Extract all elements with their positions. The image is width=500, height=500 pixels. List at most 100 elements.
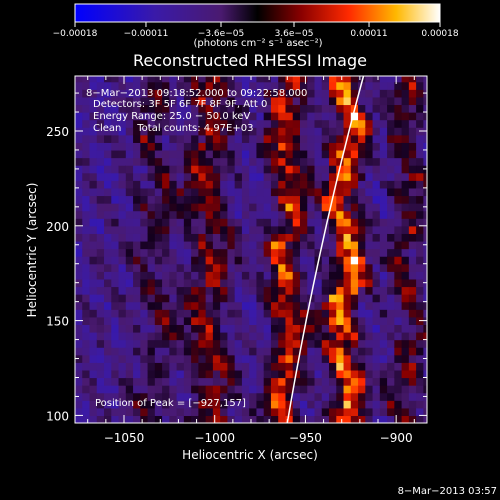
heatmap-cell [401,210,410,219]
heatmap-cell [329,324,337,333]
heatmap-cell [416,301,424,310]
heatmap-cell [358,347,366,356]
heatmap-cell [249,362,258,371]
heatmap-cell [133,385,141,394]
heatmap-cell [227,89,236,98]
heatmap-cell [336,415,345,423]
heatmap-cell [198,392,207,401]
heatmap-cell [365,331,374,341]
heatmap-cell [140,210,149,219]
heatmap-cell [263,385,272,394]
heatmap-cell [212,104,221,113]
heatmap-cell [292,203,301,212]
heatmap-cell [343,400,352,409]
heatmap-cell [234,316,243,325]
heatmap-cell [314,225,323,234]
heatmap-cell [401,240,410,250]
heatmap-cell [212,263,221,272]
heatmap-cell [423,104,427,113]
heatmap-cell [241,400,250,409]
heatmap-cell [212,248,221,257]
heatmap-cell [104,256,112,265]
heatmap-cell [154,354,163,363]
heatmap-cell [82,187,91,197]
heatmap-cell [423,218,427,227]
heatmap-cell [256,119,265,128]
heatmap-cell [321,324,330,333]
colorbar-tick-label: −0.00011 [124,29,169,39]
heatmap-cell [270,248,279,257]
heatmap-cell [270,324,279,333]
heatmap-cell [292,248,301,257]
heatmap-cell [416,225,424,234]
heatmap-cell [285,134,294,143]
heatmap-cell [75,407,83,417]
heatmap-cell [118,81,127,90]
heatmap-cell [285,331,294,341]
heatmap-cell [372,362,381,371]
heatmap-cell [104,309,112,318]
heatmap-cell [96,233,105,242]
heatmap-cell [379,278,388,288]
heatmap-cell [191,385,199,394]
heatmap-cell [372,248,381,257]
heatmap-cell [205,119,214,128]
heatmap-cell [365,180,374,189]
heatmap-cell [75,112,83,121]
heatmap-cell [336,271,345,280]
heatmap-cell [111,248,120,257]
heatmap-cell [154,256,163,265]
heatmap-cell [125,377,134,386]
heatmap-cell [183,187,192,197]
heatmap-cell [249,210,258,219]
heatmap-cell [118,377,127,386]
heatmap-cell [249,331,258,341]
heatmap-cell [394,347,403,356]
heatmap-cell [307,392,316,401]
heatmap-cell [227,339,236,348]
heatmap-cell [379,104,388,113]
heatmap-cell [111,377,120,386]
heatmap-cell [336,112,345,121]
heatmap-cell [75,385,83,394]
heatmap-cell [220,203,229,212]
heatmap-cell [394,339,403,348]
heatmap-cell [241,271,250,280]
heatmap-cell [350,165,359,174]
heatmap-cell [147,309,156,318]
heatmap-cell [154,400,163,409]
heatmap-cell [241,324,250,333]
heatmap-cell [270,172,279,181]
heatmap-cell [227,187,236,197]
heatmap-cell [249,301,258,310]
heatmap-cell [278,256,287,265]
heatmap-cell [343,218,352,227]
heatmap-cell [285,369,294,379]
heatmap-cell [241,316,250,325]
heatmap-cell [256,165,265,174]
heatmap-cell [234,180,243,189]
heatmap-cell [292,256,301,265]
heatmap-cell [205,127,214,136]
heatmap-cell [191,187,199,197]
heatmap-cell [394,157,403,166]
heatmap-cell [314,369,323,379]
heatmap-cell [263,127,272,136]
heatmap-cell [401,218,410,227]
heatmap-cell [416,157,424,166]
heatmap-cell [169,362,178,371]
heatmap-cell [350,271,359,280]
heatmap-cell [154,180,163,189]
heatmap-cell [111,142,120,151]
heatmap-cell [241,225,250,234]
heatmap-cell [82,248,91,257]
heatmap-cell [140,165,149,174]
heatmap-cell [234,407,243,417]
heatmap-cell [408,316,417,325]
heatmap-cell [401,149,410,159]
heatmap-cell [365,309,374,318]
heatmap-cell [241,377,250,386]
heatmap-cell [162,278,170,288]
y-axis-label: Heliocentric Y (arcsec) [25,183,39,318]
heatmap-cell [256,127,265,136]
